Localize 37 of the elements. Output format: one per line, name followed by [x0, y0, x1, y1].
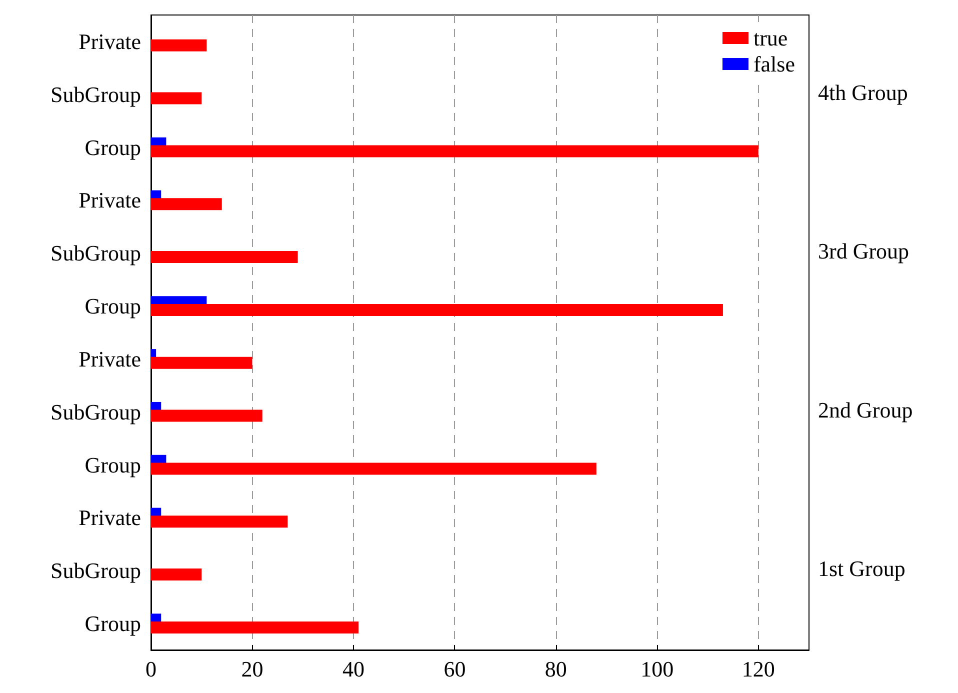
- bar: [151, 410, 262, 422]
- text: 3rd Group: [818, 238, 910, 264]
- x-tick-label: 60: [444, 656, 466, 682]
- legend-label: false: [753, 52, 795, 76]
- y-tick-label: Group: [84, 611, 141, 636]
- x-tick-label: 0: [146, 656, 156, 682]
- bar: [151, 251, 298, 264]
- bar: [151, 39, 207, 52]
- x-tick-label: 120: [742, 656, 775, 682]
- legend-label: true: [753, 26, 788, 50]
- text: 1st Group: [818, 556, 906, 582]
- bar: [151, 568, 202, 581]
- y-tick-label: Private: [78, 505, 141, 530]
- y-tick-label: Private: [78, 346, 141, 372]
- bar: [151, 462, 596, 475]
- y-tick-label: Group: [84, 134, 141, 160]
- bar: [151, 621, 359, 634]
- y-tick-label: Group: [84, 452, 141, 478]
- bar: [151, 92, 202, 104]
- bar: [151, 304, 723, 316]
- x-tick-label: 80: [544, 656, 567, 682]
- bar: [151, 145, 758, 158]
- y-tick-label: SubGroup: [50, 82, 141, 107]
- bar: [151, 198, 222, 210]
- x-tick-label: 100: [640, 656, 674, 682]
- text: 2nd Group: [818, 397, 913, 422]
- y-tick-label: Group: [84, 294, 141, 319]
- y-tick-label: Private: [78, 188, 141, 213]
- text: 4th Group: [818, 80, 908, 105]
- x-tick-label: 20: [241, 656, 264, 682]
- y-tick-label: SubGroup: [50, 240, 141, 266]
- bar: [151, 516, 288, 528]
- y-tick-label: Private: [78, 28, 141, 54]
- x-tick-label: 40: [342, 656, 364, 682]
- bar: [151, 356, 252, 369]
- y-tick-label: SubGroup: [50, 558, 141, 584]
- y-tick-label: SubGroup: [50, 399, 141, 424]
